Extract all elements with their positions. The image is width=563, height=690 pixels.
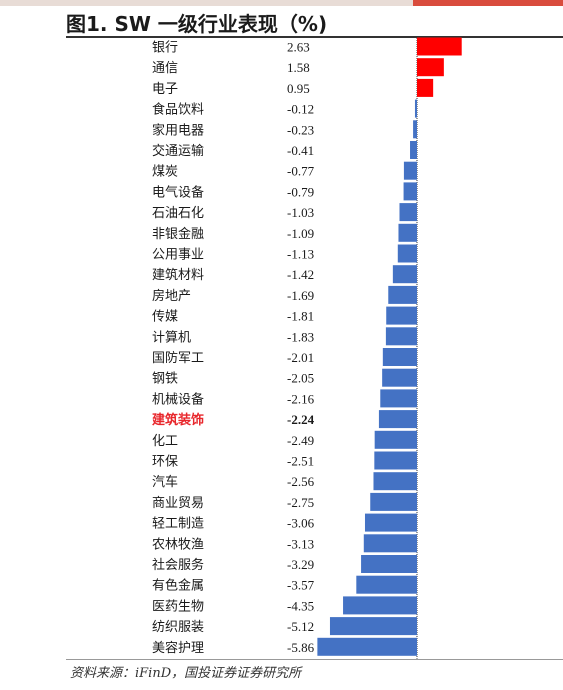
bar-30 <box>317 637 417 656</box>
category-label: 美容护理 <box>152 640 204 656</box>
category-label: 汽车 <box>152 474 178 490</box>
category-label: 农林牧渔 <box>152 537 204 552</box>
category-label: 房地产 <box>152 288 191 304</box>
source-note: 资料来源：iFinD，国投证券证券研究所 <box>70 666 302 681</box>
category-label: 有色金属 <box>152 578 204 594</box>
category-label: 银行 <box>152 41 178 56</box>
category-label: 纺织服装 <box>152 620 204 635</box>
category-label: 商业贸易 <box>152 496 204 511</box>
bar-13 <box>388 285 417 304</box>
value-label: -2.24 <box>287 412 315 427</box>
bar-24 <box>364 513 417 532</box>
category-label: 医药生物 <box>152 599 204 614</box>
value-label: -1.09 <box>287 226 314 241</box>
category-label: 传媒 <box>152 310 178 325</box>
value-label: -1.83 <box>287 329 314 344</box>
value-label: -4.35 <box>287 598 314 613</box>
category-label: 通信 <box>152 61 178 76</box>
bar-15 <box>385 327 417 346</box>
value-label: -1.13 <box>287 247 314 262</box>
value-label: -0.41 <box>287 143 314 158</box>
value-label: -2.56 <box>287 474 315 489</box>
chart-title: 图1. SW 一级行业表现（%) <box>66 12 328 36</box>
bar-4 <box>414 99 417 118</box>
bar-25 <box>363 534 417 553</box>
bar-26 <box>361 555 417 573</box>
category-label: 建筑装饰 <box>152 412 204 428</box>
bar-20 <box>374 430 417 449</box>
value-label: -2.01 <box>287 350 314 365</box>
value-label: -1.81 <box>287 309 314 324</box>
bar-29 <box>329 617 417 636</box>
value-label: -2.75 <box>287 495 314 510</box>
category-label: 非银金融 <box>152 226 204 242</box>
value-label: -0.23 <box>287 122 314 137</box>
category-label: 电子 <box>152 82 178 97</box>
bar-17 <box>382 368 417 387</box>
bar-14 <box>386 306 417 325</box>
category-label: 电气设备 <box>152 184 204 200</box>
category-label: 化工 <box>152 434 178 449</box>
category-label: 石油石化 <box>152 206 204 221</box>
bar-3 <box>417 78 434 97</box>
value-label: -2.49 <box>287 433 314 448</box>
bar-19 <box>378 410 417 429</box>
category-label: 轻工制造 <box>152 517 204 532</box>
title-divider <box>66 36 563 38</box>
bar-21 <box>374 451 417 470</box>
category-label: 环保 <box>152 455 178 470</box>
category-label: 建筑材料 <box>152 267 204 283</box>
bar-7 <box>403 161 417 180</box>
value-label: -1.03 <box>287 205 314 220</box>
category-label: 煤炭 <box>152 165 178 180</box>
value-label: -5.12 <box>287 619 314 634</box>
bar-28 <box>343 596 417 615</box>
value-label: -2.51 <box>287 454 314 469</box>
bar-11 <box>397 244 417 263</box>
value-label: -2.05 <box>287 371 314 386</box>
value-label: -0.79 <box>287 184 314 199</box>
bar-10 <box>398 223 417 242</box>
value-label: -3.29 <box>287 557 314 572</box>
bar-1 <box>417 37 462 56</box>
value-label: -1.69 <box>287 288 314 303</box>
bar-2 <box>417 58 444 77</box>
bar-18 <box>380 389 417 408</box>
category-label: 家用电器 <box>152 122 204 138</box>
value-label: -1.42 <box>287 267 314 282</box>
bar-5 <box>413 120 417 139</box>
category-label: 食品饮料 <box>152 102 204 118</box>
value-label: -5.86 <box>287 640 315 655</box>
bar-22 <box>373 472 417 491</box>
value-label: 0.95 <box>287 81 310 96</box>
footer-divider <box>66 659 563 660</box>
bar-27 <box>356 575 417 594</box>
header-accent-band <box>413 0 563 6</box>
category-label: 交通运输 <box>152 143 204 159</box>
bar-8 <box>403 182 417 201</box>
value-label: 1.58 <box>287 60 310 75</box>
value-label: -2.16 <box>287 391 315 406</box>
bar-12 <box>392 265 417 284</box>
value-label: -3.06 <box>287 516 315 531</box>
value-label: 2.63 <box>287 40 310 55</box>
bar-16 <box>382 348 417 366</box>
bar-6 <box>410 141 417 159</box>
category-label: 计算机 <box>152 330 191 345</box>
category-label: 国防军工 <box>152 350 204 366</box>
value-label: -3.13 <box>287 536 314 551</box>
category-label: 钢铁 <box>152 372 178 387</box>
header-band <box>0 0 563 6</box>
category-label: 机械设备 <box>152 391 204 407</box>
value-label: -3.57 <box>287 578 315 593</box>
category-label: 公用事业 <box>152 248 204 263</box>
bar-9 <box>399 203 417 222</box>
bar-23 <box>370 492 417 511</box>
category-label: 社会服务 <box>152 557 204 573</box>
value-label: -0.77 <box>287 164 315 179</box>
value-label: -0.12 <box>287 102 314 117</box>
